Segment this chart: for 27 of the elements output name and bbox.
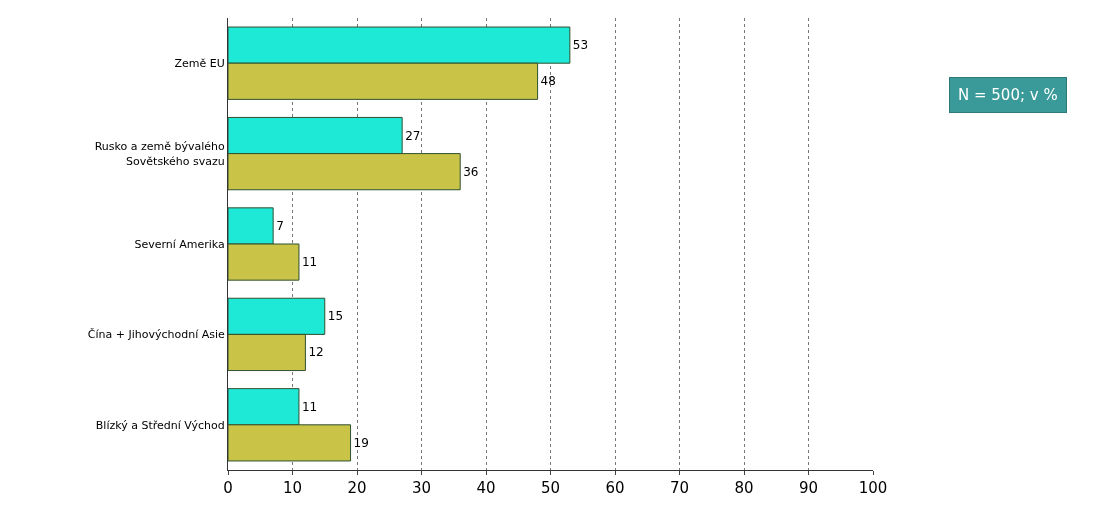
y-tick-label: Země EU (174, 57, 225, 71)
x-tick-label: 30 (411, 479, 432, 497)
x-tick-label: 90 (798, 479, 819, 497)
y-tick-label: Blízký a Střední Východ (95, 418, 225, 432)
data-label: 27 (405, 128, 421, 143)
data-label: 15 (327, 309, 344, 324)
x-tick-label: 50 (540, 479, 561, 497)
x-tick-label: 70 (669, 479, 690, 497)
data-label: 48 (540, 74, 556, 89)
data-label: 7 (276, 218, 284, 233)
data-label: 12 (308, 345, 324, 360)
x-tick-label: 20 (347, 479, 367, 497)
x-tick-label: 60 (605, 479, 625, 497)
data-label: 19 (353, 435, 369, 450)
data-label: 11 (301, 399, 318, 414)
x-tick-label: 10 (282, 479, 303, 497)
y-tick-label: Čína + Jihovýchodní Asie (87, 328, 226, 342)
x-tick-label: 40 (476, 479, 496, 497)
x-tick-label: 100 (858, 479, 888, 497)
data-label: 11 (301, 255, 318, 270)
x-tick-label: 80 (734, 479, 754, 497)
y-tick-label: Rusko a země bývalého Sovětského svazu (94, 140, 226, 168)
x-tick-label: 0 (223, 479, 233, 497)
data-label: 53 (572, 38, 589, 53)
data-label: 36 (463, 164, 479, 179)
y-tick-label: Severní Amerika (134, 237, 225, 251)
text: N = 500; v % (958, 86, 1058, 104)
